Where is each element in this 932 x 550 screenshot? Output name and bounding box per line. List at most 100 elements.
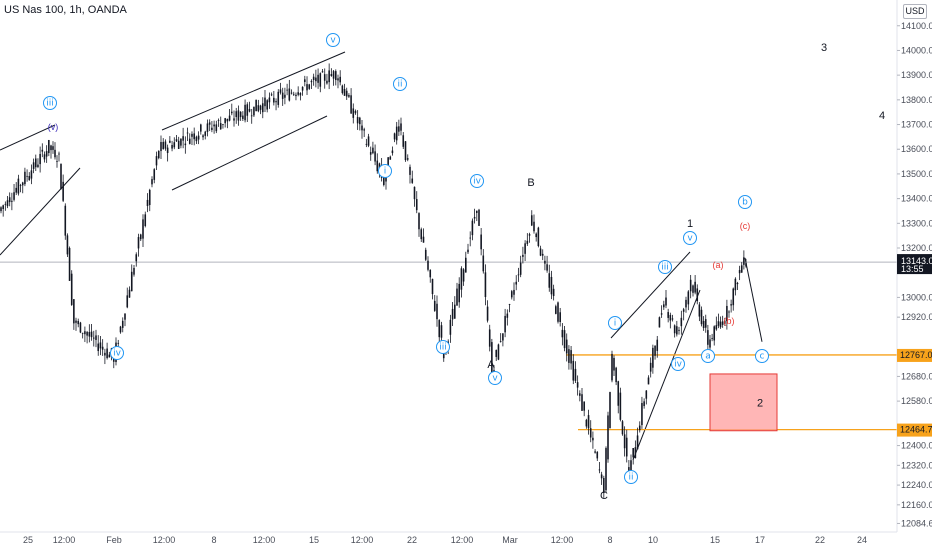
currency-button[interactable]: USD — [903, 4, 927, 19]
candle-body — [108, 354, 111, 358]
candle-body — [458, 283, 460, 303]
candle-body — [537, 227, 540, 247]
time-tick-label: 12:00 — [153, 535, 176, 545]
candle-body — [257, 105, 260, 112]
candle-body — [97, 343, 100, 352]
candle-body — [345, 90, 348, 97]
candle-body — [707, 330, 709, 345]
candle-body — [19, 185, 22, 186]
candle-body — [517, 274, 520, 276]
wave-label-text: iv — [473, 177, 482, 187]
candle-body — [48, 139, 50, 154]
candle-body — [557, 302, 559, 322]
wave-label-3: 3 — [821, 42, 827, 54]
candle-body — [471, 220, 474, 236]
candle-body — [546, 264, 548, 271]
candle-body — [565, 339, 568, 354]
target-box-layer: 2 — [709, 373, 778, 432]
wave-label-circle — [436, 340, 450, 354]
candle-body — [157, 150, 160, 159]
candle-body — [438, 320, 441, 338]
candle-body — [732, 288, 735, 306]
candle-body — [484, 272, 487, 298]
candle-body — [391, 150, 394, 154]
wave-label-circle — [755, 349, 769, 363]
candle-body — [658, 317, 661, 328]
candle-body — [581, 394, 583, 411]
candle-body — [304, 79, 306, 82]
candle-body — [352, 108, 355, 118]
candle-body — [45, 151, 48, 157]
candle-body — [598, 469, 601, 471]
candle-body — [290, 92, 293, 94]
price-tick-label: 12920.0 — [901, 312, 932, 322]
candle-body — [359, 117, 361, 125]
candle-body — [153, 169, 156, 180]
time-tick-label: 12:00 — [53, 535, 76, 545]
candle-body — [337, 78, 339, 81]
candle-body — [341, 85, 344, 94]
candle-body — [369, 152, 372, 155]
time-axis: 25 12:00 Feb 12:00 8 12:00 15 12:00 22 12:00 Mar 12… — [0, 531, 897, 545]
wave-label-text: iv — [113, 349, 122, 359]
wave-label-iv-mid: iv — [470, 174, 484, 188]
candle-body — [393, 133, 396, 140]
candle-body — [180, 138, 182, 146]
candle-body — [279, 89, 282, 93]
candle-body — [253, 106, 255, 116]
target-box — [709, 373, 778, 432]
candle-body — [533, 221, 535, 232]
level-price-badge — [897, 348, 932, 362]
target-box-label: 2 — [757, 397, 763, 409]
time-tick-label: 24 — [857, 535, 867, 545]
candle-body — [535, 233, 537, 238]
candle-body — [292, 93, 295, 95]
candle-body — [90, 331, 93, 338]
candle-body — [449, 319, 452, 335]
wave-label-B: B — [527, 177, 534, 189]
candle-body — [719, 321, 722, 328]
price-tick-label: 14000.0 — [901, 45, 932, 55]
projection-line — [744, 257, 763, 342]
candle-body — [634, 447, 637, 459]
candle-body — [572, 360, 575, 381]
candle-body — [579, 393, 581, 396]
candle-body — [246, 104, 249, 116]
wave-label-circle — [683, 231, 697, 245]
candle-body — [244, 104, 246, 121]
time-tick-label: Feb — [106, 535, 122, 545]
candle-body — [317, 74, 319, 83]
candle-body — [632, 448, 634, 458]
candle-body — [462, 269, 465, 282]
candle-body — [8, 197, 11, 203]
candle-body — [306, 84, 308, 91]
wave-label-iii-top: iii — [43, 96, 57, 110]
candle-body — [43, 154, 46, 160]
candle-body — [526, 240, 529, 244]
candle-body — [233, 118, 235, 121]
candle-body — [621, 421, 624, 435]
trendlines — [0, 51, 701, 461]
candle-body — [139, 234, 142, 240]
candle-body — [343, 89, 346, 96]
time-tick-label: 12:00 — [451, 535, 474, 545]
candle-body — [202, 135, 204, 138]
wave-label-text: i — [384, 167, 387, 177]
wave-label-iv-right: iv — [671, 357, 685, 371]
candle-body — [242, 115, 244, 119]
candle-body — [81, 332, 84, 334]
candle-body — [101, 346, 104, 350]
candle-body — [723, 320, 726, 324]
candle-body — [126, 295, 129, 308]
candle-body — [726, 305, 728, 322]
candle-body — [37, 164, 39, 168]
candle-body — [2, 205, 4, 210]
candle-body — [486, 306, 489, 321]
candle-body — [607, 415, 609, 460]
candle-body — [678, 329, 680, 331]
candle-body — [592, 437, 594, 441]
wave-label-circle — [701, 349, 715, 363]
candle-body — [698, 304, 701, 317]
